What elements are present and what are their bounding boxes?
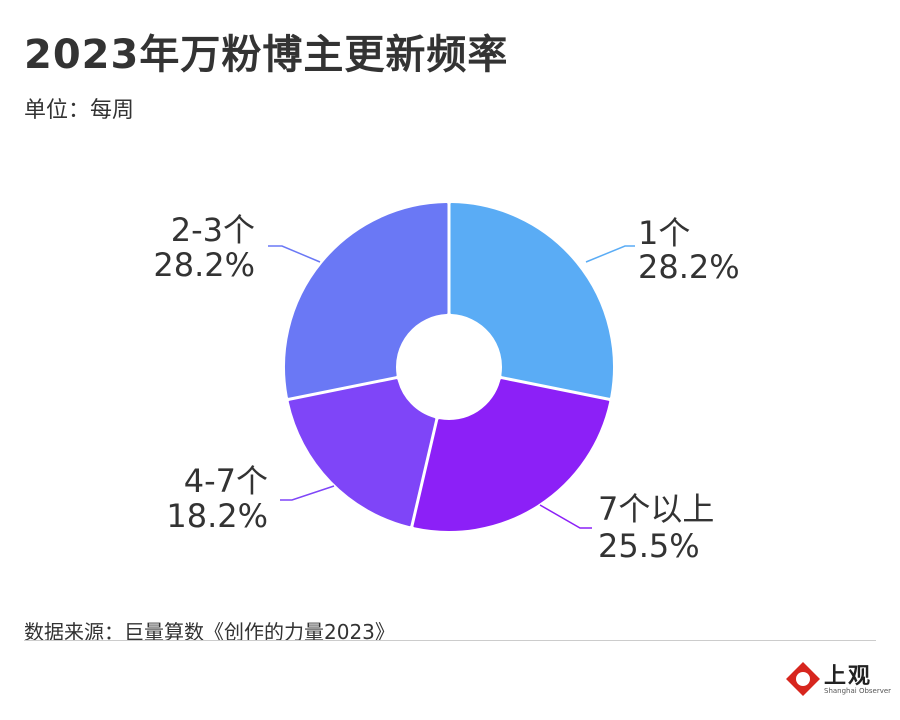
donut-slice-1 [413,379,610,531]
footer-divider [24,640,876,641]
leader-line-0 [585,245,635,263]
leader-line-2 [280,485,335,501]
leader-line-3 [268,245,321,263]
slice-category-label-3: 2-3个 [171,211,255,249]
slice-value-label-3: 28.2% [153,246,255,284]
slice-category-label-2: 4-7个 [184,462,268,500]
logo-english-name: Shanghai Observer [824,687,892,695]
slice-category-label-0: 1个 [638,214,690,252]
donut-slice-0 [450,203,613,398]
chart-title: 2023年万粉博主更新频率 [24,32,509,78]
logo-name: 上观 [824,663,873,689]
leader-line-1 [539,504,592,529]
chart-subtitle: 单位：每周 [24,98,135,123]
donut-slice-2 [288,379,436,527]
shanghai-observer-logo: 上观 Shanghai Observer [786,658,891,702]
logo-mark-icon [786,662,820,696]
donut-slices [285,203,613,531]
slice-category-label-1: 7个以上 [598,490,714,528]
slice-value-label-1: 25.5% [598,527,700,565]
slice-value-label-2: 18.2% [166,497,268,535]
slice-value-label-0: 28.2% [638,248,740,286]
donut-slice-3 [285,203,448,398]
